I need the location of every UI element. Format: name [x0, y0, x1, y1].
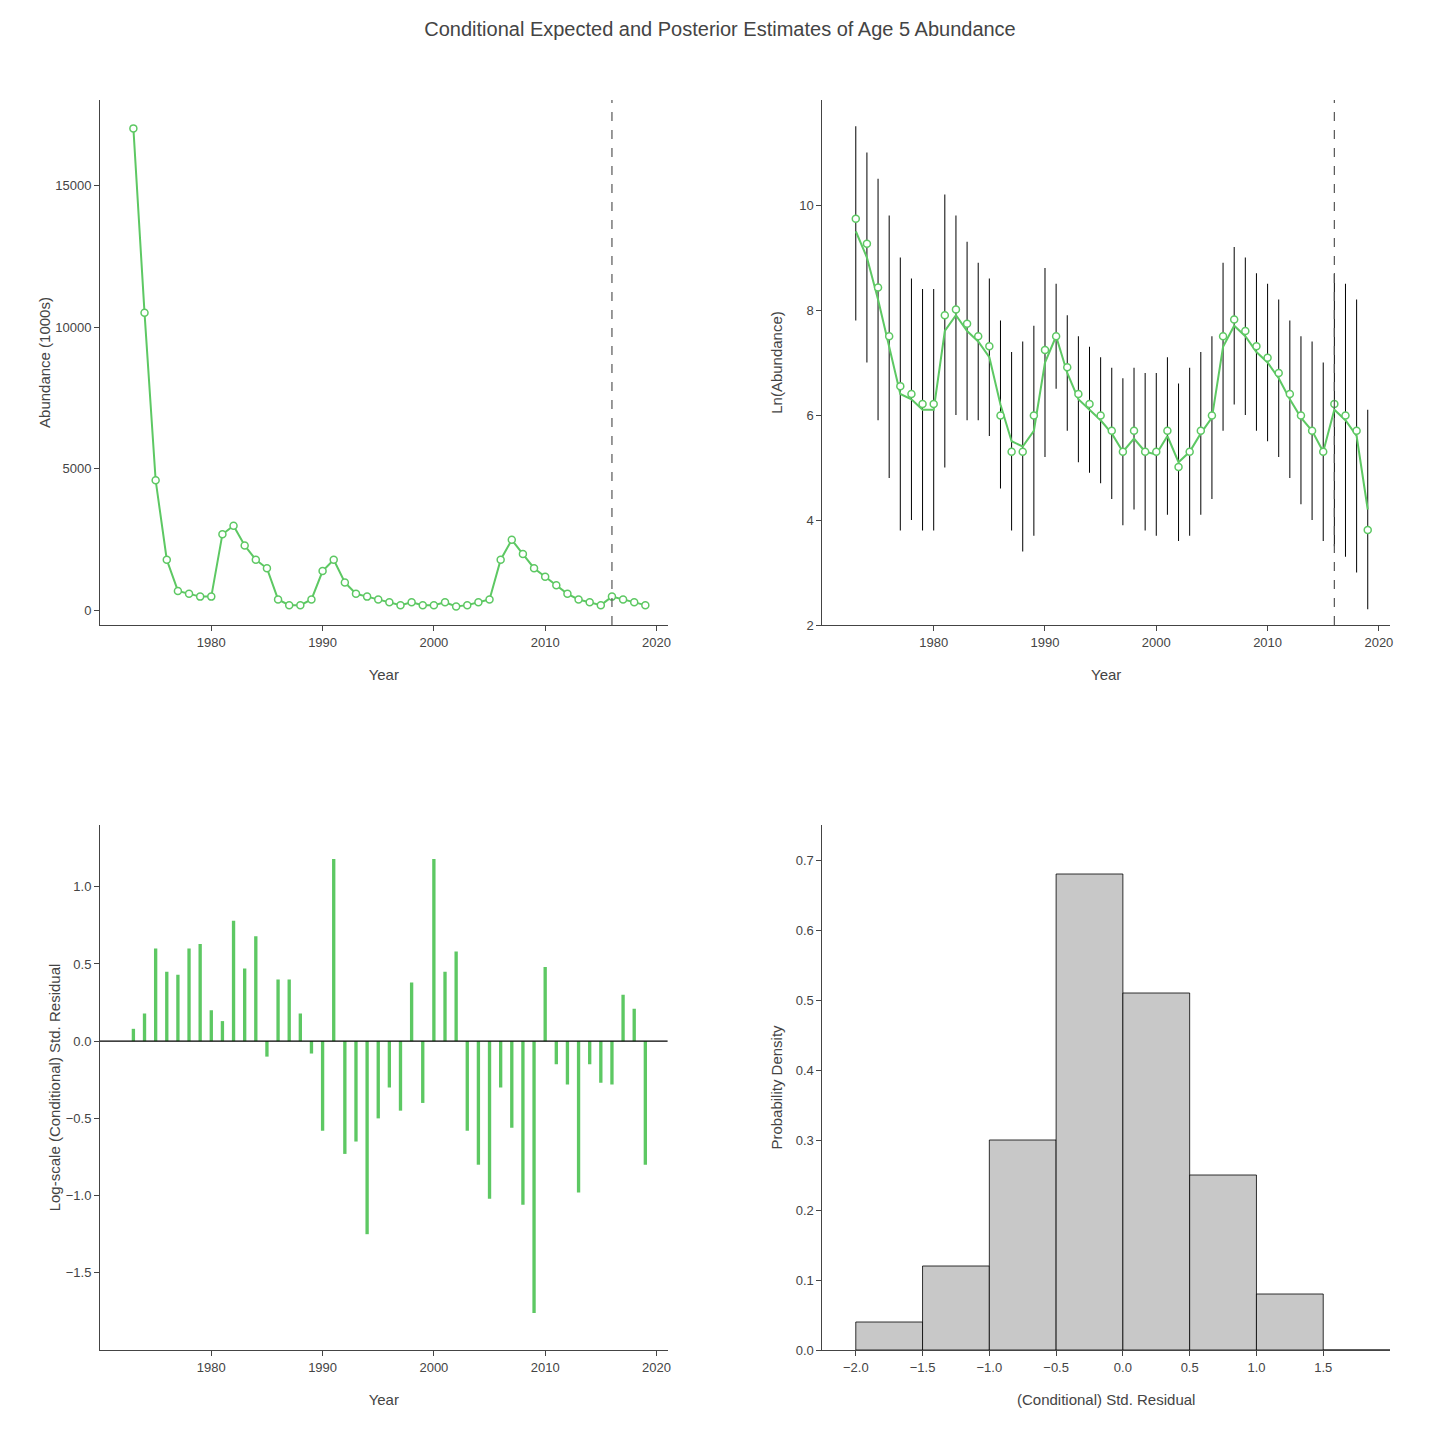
- svg-text:15000: 15000: [55, 178, 91, 193]
- svg-text:(Conditional) Std. Residual: (Conditional) Std. Residual: [1017, 1391, 1195, 1408]
- svg-text:2020: 2020: [642, 635, 671, 650]
- svg-text:2010: 2010: [1253, 635, 1282, 650]
- svg-text:1990: 1990: [308, 635, 337, 650]
- svg-text:1.0: 1.0: [73, 879, 91, 894]
- svg-text:1980: 1980: [197, 1360, 226, 1375]
- svg-text:0: 0: [84, 603, 91, 618]
- svg-text:0.1: 0.1: [796, 1273, 814, 1288]
- svg-text:1990: 1990: [308, 1360, 337, 1375]
- svg-text:2: 2: [807, 618, 814, 633]
- svg-text:10: 10: [799, 198, 813, 213]
- svg-text:−1.0: −1.0: [66, 1188, 92, 1203]
- svg-text:2000: 2000: [419, 1360, 448, 1375]
- svg-text:1980: 1980: [197, 635, 226, 650]
- svg-text:2010: 2010: [531, 1360, 560, 1375]
- svg-text:0.2: 0.2: [796, 1203, 814, 1218]
- svg-text:0.5: 0.5: [796, 993, 814, 1008]
- svg-text:0.4: 0.4: [796, 1063, 814, 1078]
- svg-text:10000: 10000: [55, 320, 91, 335]
- svg-text:0.0: 0.0: [73, 1034, 91, 1049]
- svg-text:8: 8: [807, 303, 814, 318]
- svg-text:−1.5: −1.5: [910, 1360, 936, 1375]
- svg-text:0.0: 0.0: [796, 1343, 814, 1358]
- svg-text:−2.0: −2.0: [843, 1360, 869, 1375]
- svg-text:1980: 1980: [919, 635, 948, 650]
- svg-text:0.0: 0.0: [1114, 1360, 1132, 1375]
- svg-text:1990: 1990: [1031, 635, 1060, 650]
- svg-text:4: 4: [807, 513, 814, 528]
- svg-text:2010: 2010: [531, 635, 560, 650]
- svg-text:0.7: 0.7: [796, 853, 814, 868]
- svg-text:0.5: 0.5: [1181, 1360, 1199, 1375]
- svg-text:−0.5: −0.5: [1043, 1360, 1069, 1375]
- svg-text:2000: 2000: [419, 635, 448, 650]
- svg-text:−1.5: −1.5: [66, 1265, 92, 1280]
- svg-text:−1.0: −1.0: [977, 1360, 1003, 1375]
- svg-text:2020: 2020: [1364, 635, 1393, 650]
- svg-text:0.3: 0.3: [796, 1133, 814, 1148]
- svg-text:−0.5: −0.5: [66, 1111, 92, 1126]
- svg-text:Year: Year: [369, 1391, 399, 1408]
- svg-text:Year: Year: [1091, 666, 1121, 683]
- svg-text:1.0: 1.0: [1247, 1360, 1265, 1375]
- svg-text:Abundance (1000s): Abundance (1000s): [36, 297, 53, 428]
- svg-text:2020: 2020: [642, 1360, 671, 1375]
- svg-text:0.6: 0.6: [796, 923, 814, 938]
- svg-text:6: 6: [807, 408, 814, 423]
- svg-text:0.5: 0.5: [73, 957, 91, 972]
- svg-text:5000: 5000: [62, 461, 91, 476]
- svg-text:Ln(Abundance): Ln(Abundance): [768, 311, 785, 414]
- svg-text:1.5: 1.5: [1314, 1360, 1332, 1375]
- svg-text:2000: 2000: [1142, 635, 1171, 650]
- svg-text:Year: Year: [369, 666, 399, 683]
- svg-text:Probability Density: Probability Density: [768, 1025, 785, 1150]
- svg-text:Conditional Expected and Poste: Conditional Expected and Posterior Estim…: [424, 18, 1016, 40]
- svg-text:Log-scale (Conditional) Std. R: Log-scale (Conditional) Std. Residual: [46, 964, 63, 1212]
